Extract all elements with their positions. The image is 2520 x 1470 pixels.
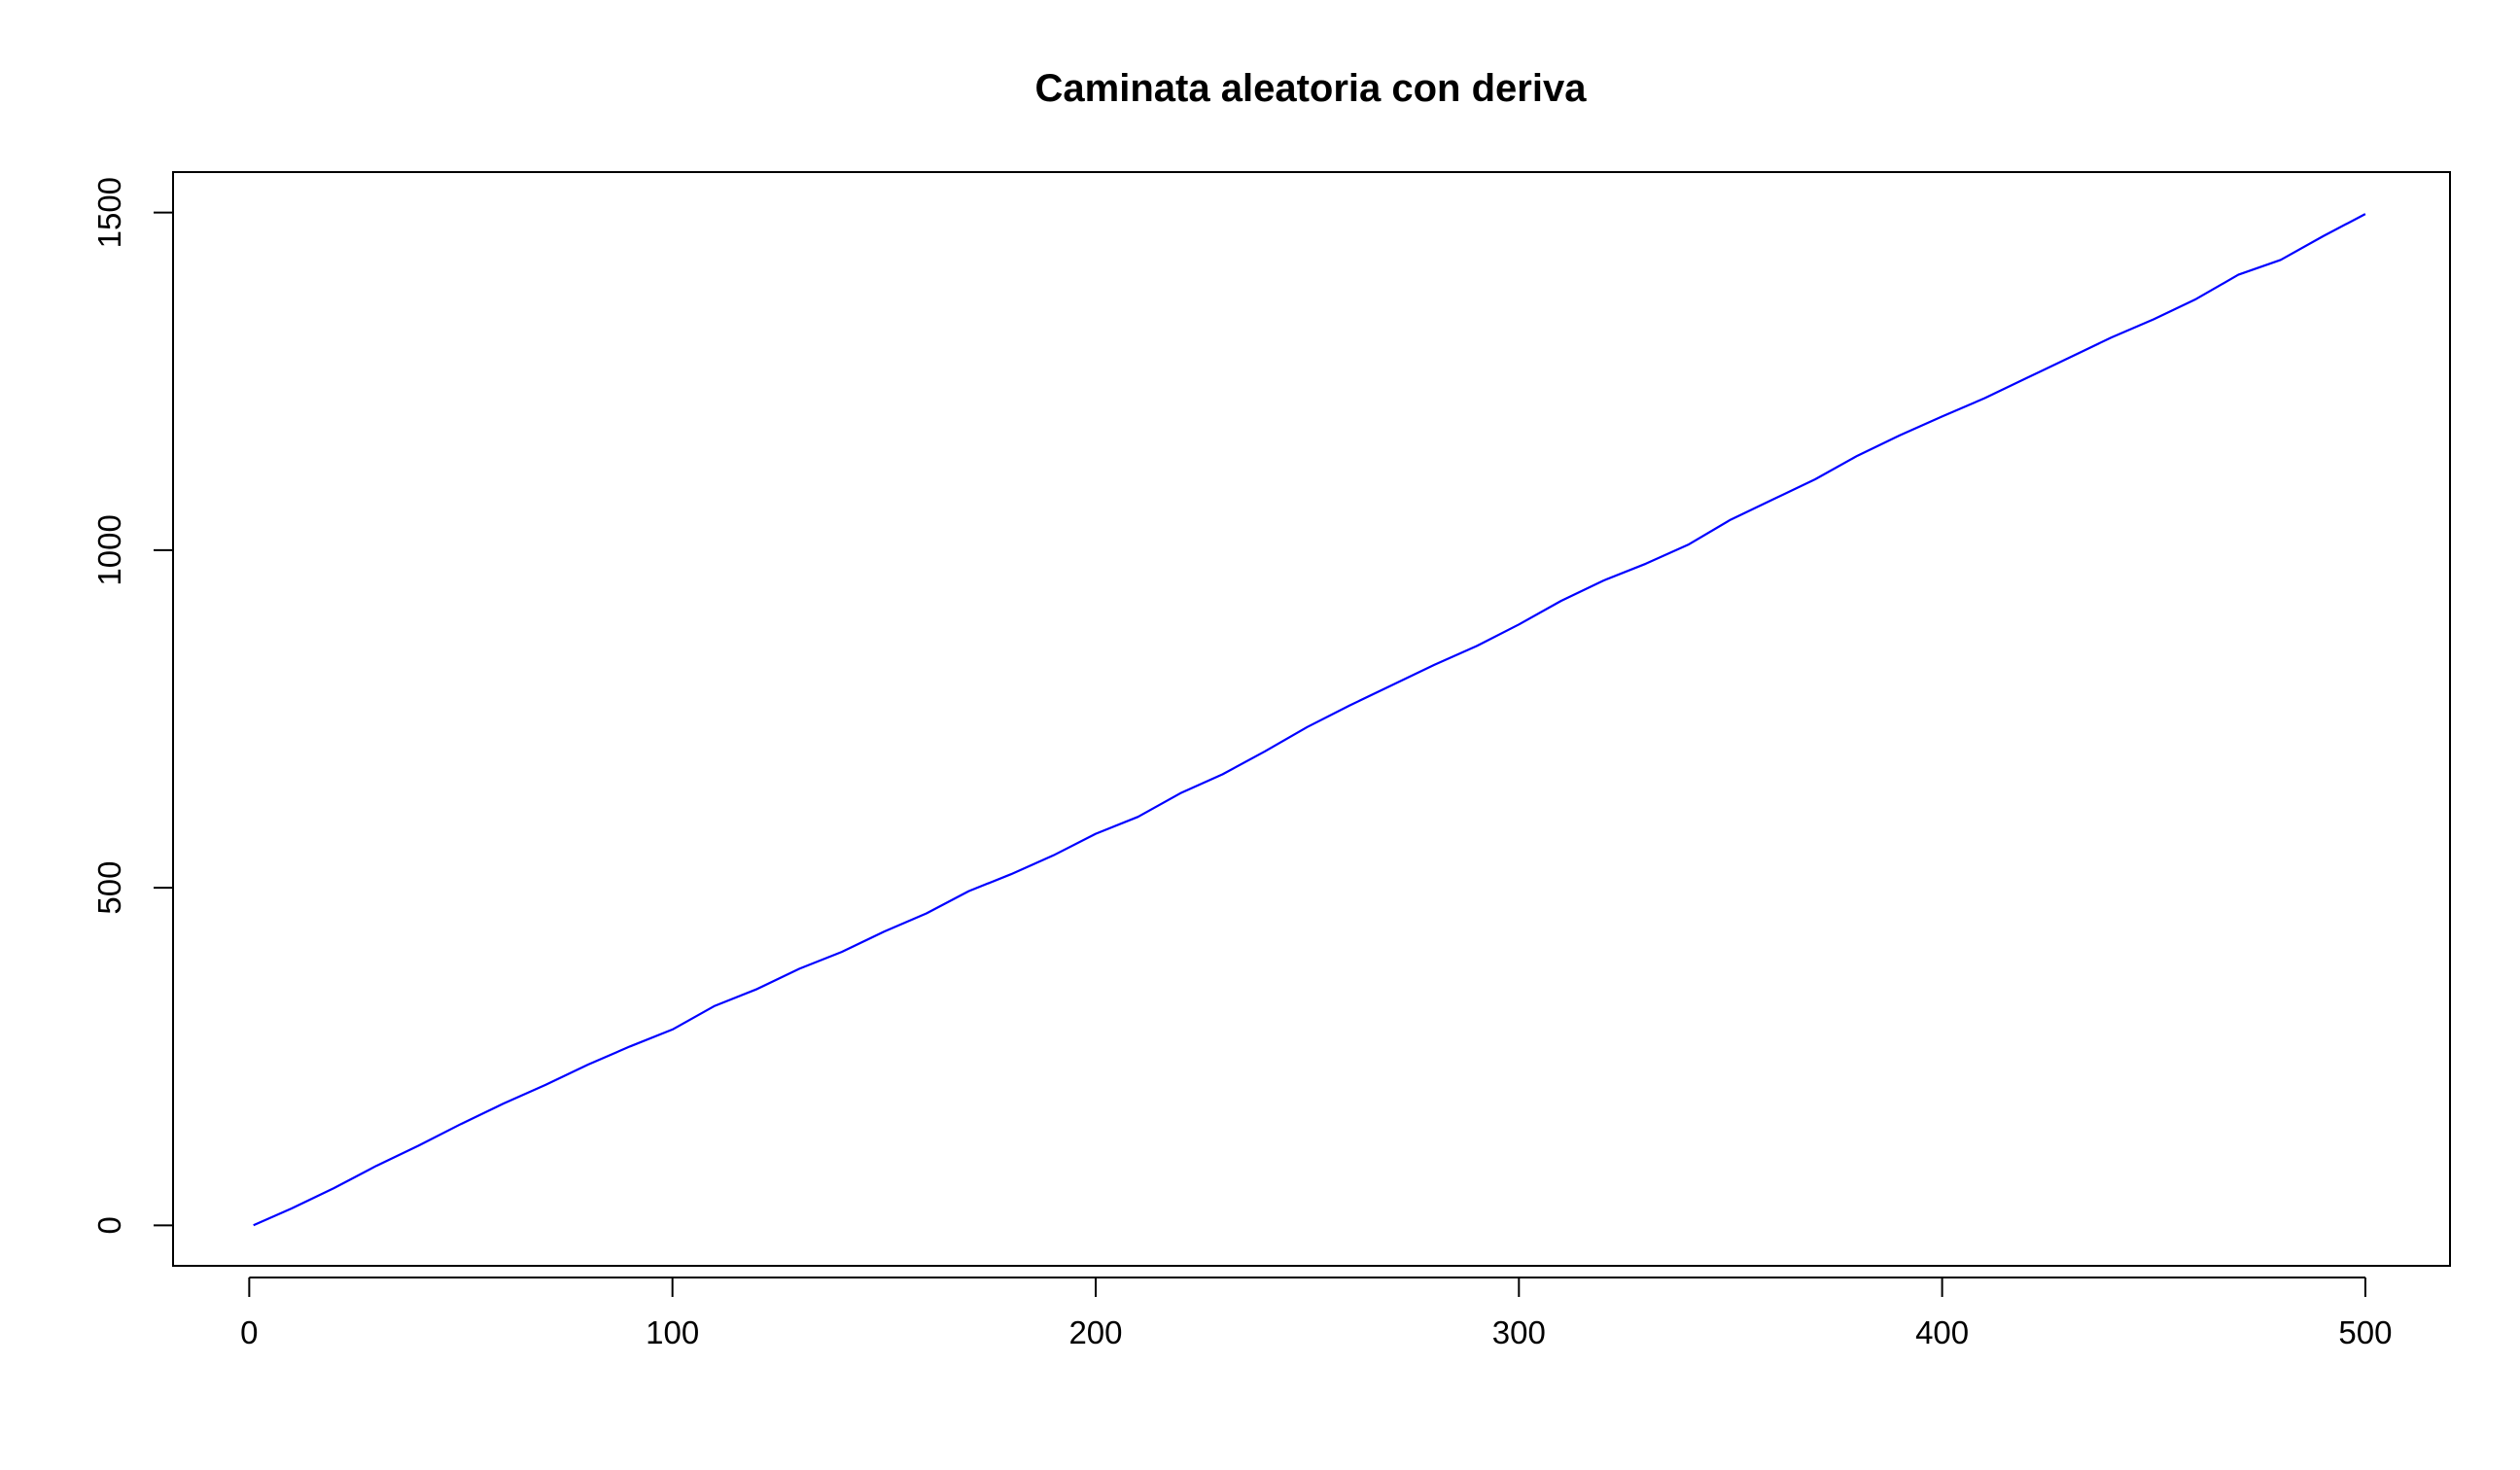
chart-title: Caminata aleatoria con deriva xyxy=(1035,67,1588,110)
x-tick-label: 0 xyxy=(240,1314,258,1350)
x-tick-label: 100 xyxy=(646,1314,699,1350)
y-tick-label: 1000 xyxy=(91,514,127,585)
plot-area-border xyxy=(172,171,2451,1267)
y-tick-label: 1500 xyxy=(91,177,127,248)
x-tick-label: 400 xyxy=(1915,1314,1969,1350)
x-axis: 0 100 200 300 400 500 xyxy=(240,1277,2392,1350)
y-tick-label: 500 xyxy=(91,861,127,915)
series-line xyxy=(253,213,2366,1227)
x-tick-label: 300 xyxy=(1492,1314,1546,1350)
series-layer xyxy=(253,213,2366,1227)
x-tick-label: 200 xyxy=(1068,1314,1122,1350)
y-axis: 0 500 1000 1500 xyxy=(91,177,174,1235)
x-tick-label: 500 xyxy=(2338,1314,2392,1350)
y-tick-label: 0 xyxy=(91,1216,127,1234)
